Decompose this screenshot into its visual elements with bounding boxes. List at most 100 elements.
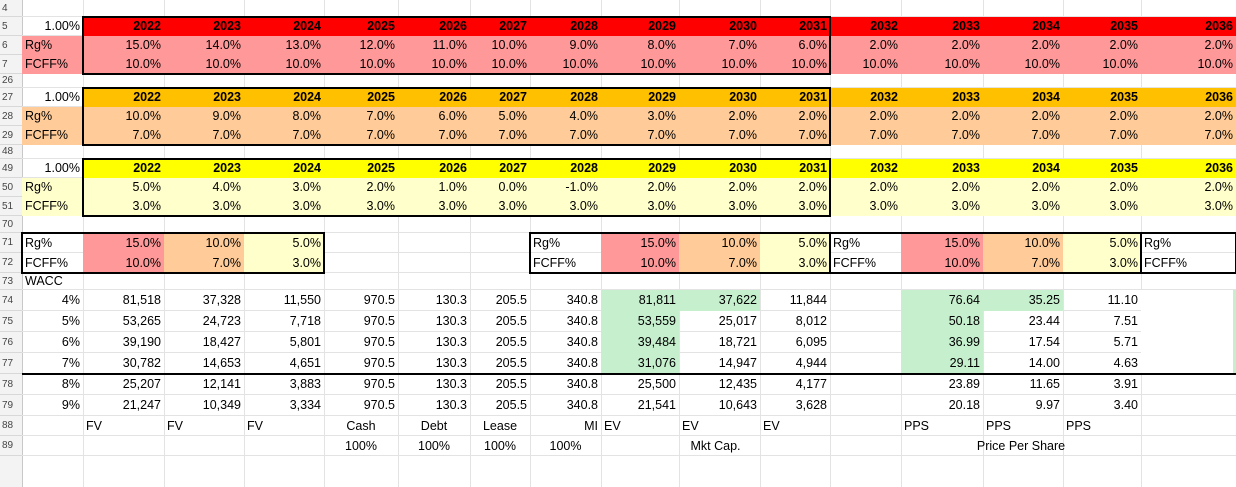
highlight-edge[interactable] [1141,332,1236,353]
year-header[interactable]: 2033 [901,88,983,107]
year-header[interactable]: 2026 [398,88,470,107]
year-header[interactable]: 2035 [1063,88,1141,107]
pps-value[interactable]: 36.99 [901,332,983,353]
fcff-value[interactable]: 7.0% [324,126,398,145]
fcff-value[interactable]: 10.0% [83,55,164,74]
pps-footer-label[interactable]: PPS [986,419,1012,433]
highlight-edge[interactable] [1141,353,1236,374]
row-number[interactable]: 51 [0,197,22,216]
debt-value[interactable]: 130.3 [435,293,467,307]
fcff-value[interactable]: 10.0% [760,55,830,74]
fv-value[interactable]: 7,718 [289,314,321,328]
rg-value[interactable]: 2.0% [1141,107,1236,126]
pps-value[interactable]: 50.18 [901,311,983,332]
rg-value[interactable]: 2.0% [601,178,679,197]
year-header[interactable]: 2036 [1141,17,1236,36]
summary-fcff-value[interactable]: 3.0% [1063,253,1141,273]
ev-value[interactable]: 14,947 [718,356,757,370]
wacc-label[interactable]: WACC [25,274,63,288]
rg-value[interactable]: 10.0% [83,107,164,126]
year-header[interactable]: 2026 [398,17,470,36]
highlight-edge[interactable] [1141,311,1236,332]
summary-fcff-label[interactable]: FCFF% [25,256,69,270]
pps-value[interactable]: 3.40 [1113,398,1138,412]
row-number[interactable]: 73 [0,273,22,290]
cash-value[interactable]: 970.5 [363,356,395,370]
fcff-value[interactable]: 3.0% [470,197,530,216]
pps-value[interactable]: 3.91 [1113,377,1138,391]
debt-footer-label[interactable]: Debt [420,419,448,433]
fv-footer-label[interactable]: FV [167,419,183,433]
rg-value[interactable]: 14.0% [164,36,244,55]
summary-rg-value[interactable]: 10.0% [164,233,244,253]
wacc-value[interactable]: 6% [61,335,80,349]
rg-value[interactable]: 2.0% [983,36,1063,55]
fv-value[interactable]: 5,801 [289,335,321,349]
year-header[interactable]: 2034 [983,88,1063,107]
year-header[interactable]: 2035 [1063,17,1141,36]
pps-value[interactable]: 23.89 [948,377,980,391]
rg-value[interactable]: 5.0% [83,178,164,197]
rg-value[interactable]: 4.0% [164,178,244,197]
lease-value[interactable]: 205.5 [495,377,527,391]
year-header[interactable]: 2023 [164,88,244,107]
year-header[interactable]: 2024 [244,17,324,36]
fcff-value[interactable]: 3.0% [760,197,830,216]
ev-value[interactable]: 53,559 [601,311,679,332]
summary-fcff-label[interactable]: FCFF% [833,256,877,270]
ev-value[interactable]: 4,177 [795,377,827,391]
pps-value[interactable]: 5.71 [1113,335,1138,349]
rg-label[interactable]: Rg% [22,178,83,197]
row-number[interactable]: 79 [0,395,22,416]
fcff-value[interactable]: 7.0% [244,126,324,145]
rg-value[interactable]: 9.0% [164,107,244,126]
fcff-value[interactable]: 7.0% [901,126,983,145]
ev-value[interactable]: 18,721 [718,335,757,349]
fv-footer-label[interactable]: FV [86,419,102,433]
rg-value[interactable]: 7.0% [324,107,398,126]
pps-value[interactable]: 4.63 [1113,356,1138,370]
ev-value[interactable]: 81,811 [601,290,679,311]
fcff-value[interactable]: 7.0% [1141,126,1236,145]
ev-value[interactable]: 10,643 [718,398,757,412]
wacc-value[interactable]: 4% [61,293,80,307]
fcff-value[interactable]: 3.0% [530,197,601,216]
fcff-value[interactable]: 10.0% [398,55,470,74]
scenario-rate[interactable]: 1.00% [44,161,80,175]
summary-rg-value[interactable]: 10.0% [679,233,760,253]
rg-label[interactable]: Rg% [22,107,83,126]
rg-value[interactable]: 5.0% [470,107,530,126]
summary-rg-label[interactable]: Rg% [833,236,861,250]
fv-value[interactable]: 39,190 [122,335,161,349]
percent-footer-value[interactable]: 100% [484,439,516,453]
rg-value[interactable]: 0.0% [470,178,530,197]
summary-rg-label[interactable]: Rg% [533,236,561,250]
debt-value[interactable]: 130.3 [435,314,467,328]
price-per-share-label[interactable]: Price Per Share [976,439,1066,453]
summary-fcff-value[interactable]: 3.0% [760,253,830,273]
ev-value[interactable]: 21,541 [637,398,676,412]
row-number[interactable]: 71 [0,233,22,253]
summary-fcff-value[interactable]: 7.0% [164,253,244,273]
fv-value[interactable]: 21,247 [122,398,161,412]
wacc-value[interactable]: 7% [61,356,80,370]
year-header[interactable]: 2025 [324,17,398,36]
summary-rg-value[interactable]: 5.0% [244,233,324,253]
row-number[interactable]: 27 [0,88,22,107]
mi-footer-label[interactable]: MI [584,419,598,433]
fcff-value[interactable]: 10.0% [901,55,983,74]
fcff-label[interactable]: FCFF% [22,126,83,145]
fcff-value[interactable]: 3.0% [83,197,164,216]
scenario-rate[interactable]: 1.00% [44,19,80,33]
fcff-value[interactable]: 7.0% [983,126,1063,145]
cash-footer-label[interactable]: Cash [346,419,376,433]
fcff-value[interactable]: 3.0% [324,197,398,216]
year-header[interactable]: 2028 [530,88,601,107]
rg-value[interactable]: 4.0% [530,107,601,126]
rg-value[interactable]: 3.0% [601,107,679,126]
summary-fcff-label[interactable]: FCFF% [533,256,577,270]
fv-footer-label[interactable]: FV [247,419,263,433]
fcff-value[interactable]: 3.0% [901,197,983,216]
summary-rg-value[interactable]: 10.0% [983,233,1063,253]
summary-rg-value[interactable]: 15.0% [83,233,164,253]
